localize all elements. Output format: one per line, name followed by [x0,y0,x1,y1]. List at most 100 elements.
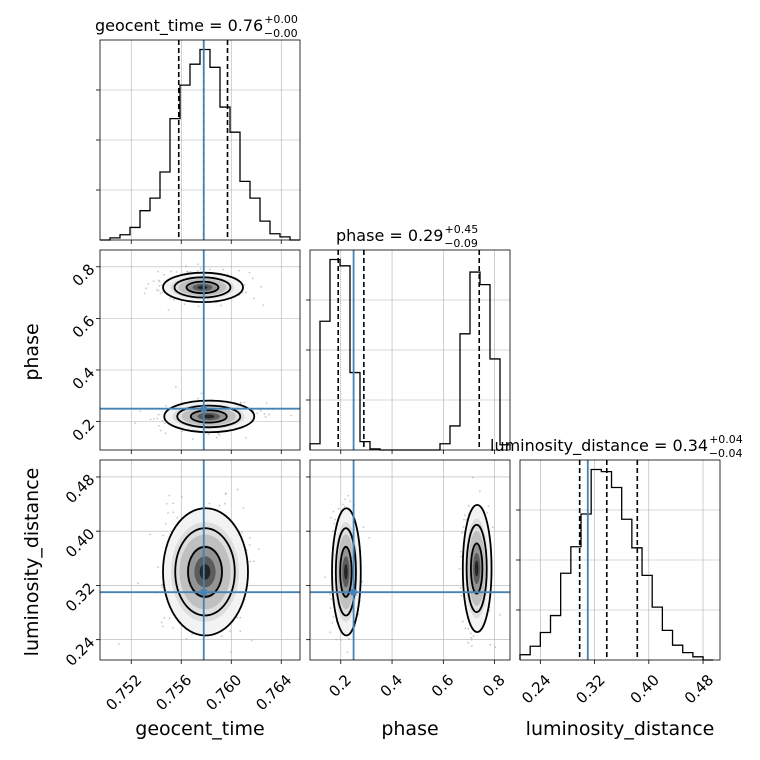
sample-point [330,598,333,600]
y-tick-label: 0.24 [62,633,98,669]
sample-point [224,492,227,495]
sample-point [334,518,336,521]
sample-point [187,271,189,273]
sample-point [462,526,465,529]
sample-point [460,555,462,558]
contour-line [187,546,223,598]
sample-point [357,613,360,616]
x-tick-label: 0.8 [479,671,509,701]
sample-point [195,669,197,671]
sample-point [264,415,267,418]
panel-luminosity-distance-hist: 0.24 0.32 0.40 0.48 [516,459,721,707]
x-tick-label: 0.2 [325,671,355,701]
sample-point [253,297,255,300]
y-tick-label: 0.8 [69,260,99,290]
sample-point [332,530,334,533]
sample-point [197,397,199,400]
panel-frame [99,459,301,661]
panel-phase-hist [306,249,511,454]
sample-point [191,438,194,440]
sample-point [117,643,120,645]
sample-point [239,630,242,633]
sample-point [172,511,175,514]
sample-point [181,496,183,498]
contour-line [461,503,493,633]
sample-point [470,645,473,648]
contour-line [470,542,484,595]
sample-point [337,507,340,510]
sample-point [152,280,155,283]
sample-point [459,587,462,589]
sample-point [257,548,260,551]
sample-point [489,643,492,646]
x-tick-label: 0.6 [428,671,458,701]
sample-point [332,616,335,618]
x-tick-label: 0.32 [572,671,608,707]
sample-point [165,404,168,407]
sample-point [243,401,246,404]
title-geocent-time: geocent_time = 0.76+0.00 −0.00 [95,13,298,40]
sample-point [157,424,160,427]
sample-point [157,566,159,569]
sample-point [137,582,139,585]
ylabel-phase: phase [21,323,43,380]
sample-point [181,430,184,433]
sample-point [196,269,199,272]
density-level [199,564,211,580]
sample-point [335,638,337,641]
sample-point [242,507,245,509]
sample-point [167,309,170,311]
sample-point [176,516,179,519]
sample-point [230,651,232,654]
sample-point [168,617,171,620]
sample-point [139,410,142,412]
sample-point [200,392,203,395]
x-tick-label: 0.40 [627,671,663,707]
sample-point [153,418,155,420]
sample-point [218,434,221,436]
sample-point [161,291,164,294]
sample-point [251,277,254,280]
xlabel-phase: phase [381,718,438,740]
sample-point [250,639,253,642]
sample-point [220,304,222,307]
sample-point [467,504,470,507]
sample-point [163,422,166,425]
x-tick-label: 0.764 [252,671,295,714]
sample-point [262,304,265,307]
sample-point [160,621,163,624]
contour-line [176,404,242,429]
sample-point [155,288,158,291]
sample-point [487,505,490,508]
sample-point [248,271,251,274]
sample-point [362,526,365,529]
sample-point [158,280,161,283]
sample-point [158,284,161,287]
contour-line [185,280,220,295]
sample-point [164,432,167,435]
density-level [474,560,479,577]
sample-point [249,560,252,563]
sample-point [169,297,171,300]
sample-point [260,285,263,288]
sample-point [217,432,220,435]
sample-point [173,298,175,301]
sample-point [290,414,293,417]
sample-point [461,620,464,623]
y-tick-label: 0.48 [62,471,98,507]
sample-point [145,287,147,290]
contour-line [162,507,249,637]
y-tick-label: 0.2 [69,415,99,445]
sample-point [263,413,266,415]
sample-point [215,436,218,439]
sample-point [343,505,346,508]
sample-point [164,522,167,525]
sample-point [332,510,335,513]
x-tick-label: 0.4 [377,671,407,701]
panel-phase-vs-geocent-time: 0.2 0.4 0.6 0.8 [69,249,301,454]
truth-point [200,589,207,596]
sample-point [479,490,481,493]
sample-point [467,627,470,630]
y-tick-label: 0.32 [62,579,98,615]
